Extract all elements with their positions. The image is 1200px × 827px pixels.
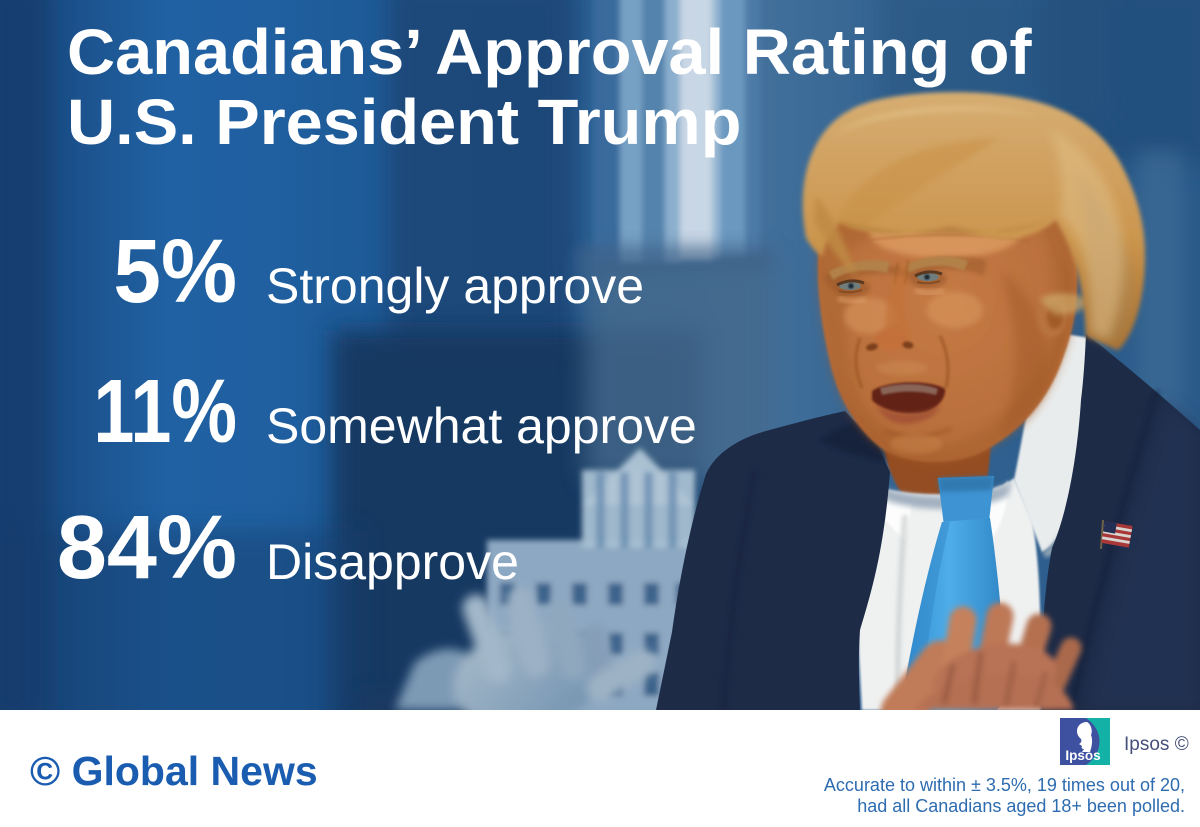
svg-text:Ipsos: Ipsos <box>1065 748 1100 763</box>
